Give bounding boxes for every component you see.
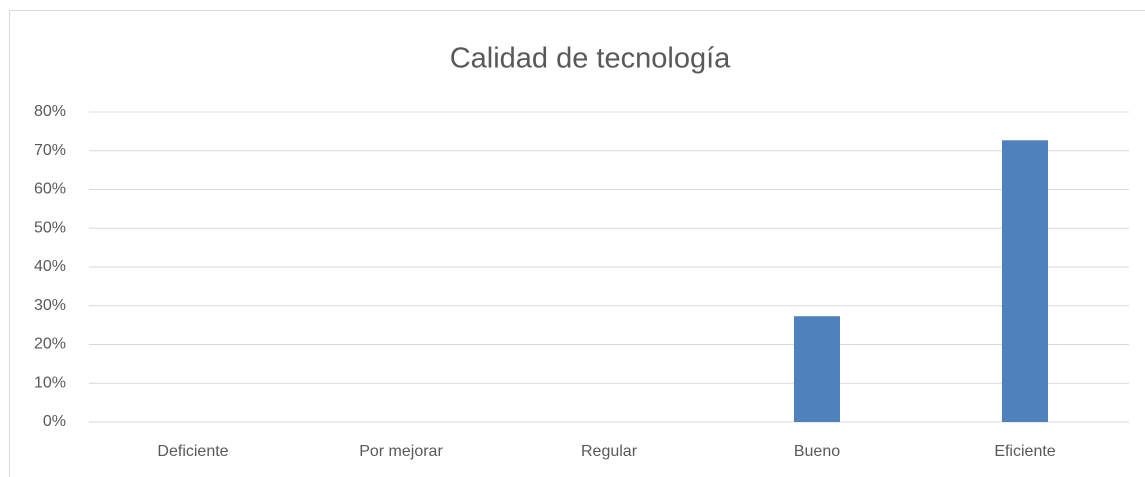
y-tick-label: 50% [34,219,66,236]
x-tick-label: Eficiente [994,443,1055,460]
y-tick-label: 80% [34,103,66,120]
y-tick-label: 10% [34,374,66,391]
x-tick-label: Deficiente [157,443,228,460]
y-tick-label: 60% [34,181,66,198]
bar [1002,140,1048,422]
x-tick-label: Regular [581,443,638,460]
y-tick-label: 40% [34,258,66,275]
y-tick-label: 70% [34,142,66,159]
y-tick-label: 20% [34,336,66,353]
chart-title: Calidad de tecnología [450,43,731,75]
bar [794,316,840,422]
x-tick-label: Por mejorar [359,443,443,460]
chart-frame [9,10,1145,477]
y-tick-label: 30% [34,297,66,314]
x-tick-label: Bueno [794,443,840,460]
y-tick-label: 0% [43,413,66,430]
